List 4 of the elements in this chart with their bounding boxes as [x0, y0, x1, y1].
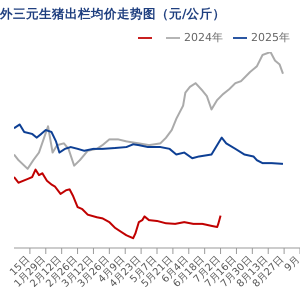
legend-label: 2024年	[184, 31, 223, 44]
legend-label: 2025年	[251, 31, 290, 44]
chart-title: 外三元生猪出栏均价走势图（元/公斤）	[0, 6, 226, 23]
x-tick-label: 9月	[282, 254, 300, 274]
